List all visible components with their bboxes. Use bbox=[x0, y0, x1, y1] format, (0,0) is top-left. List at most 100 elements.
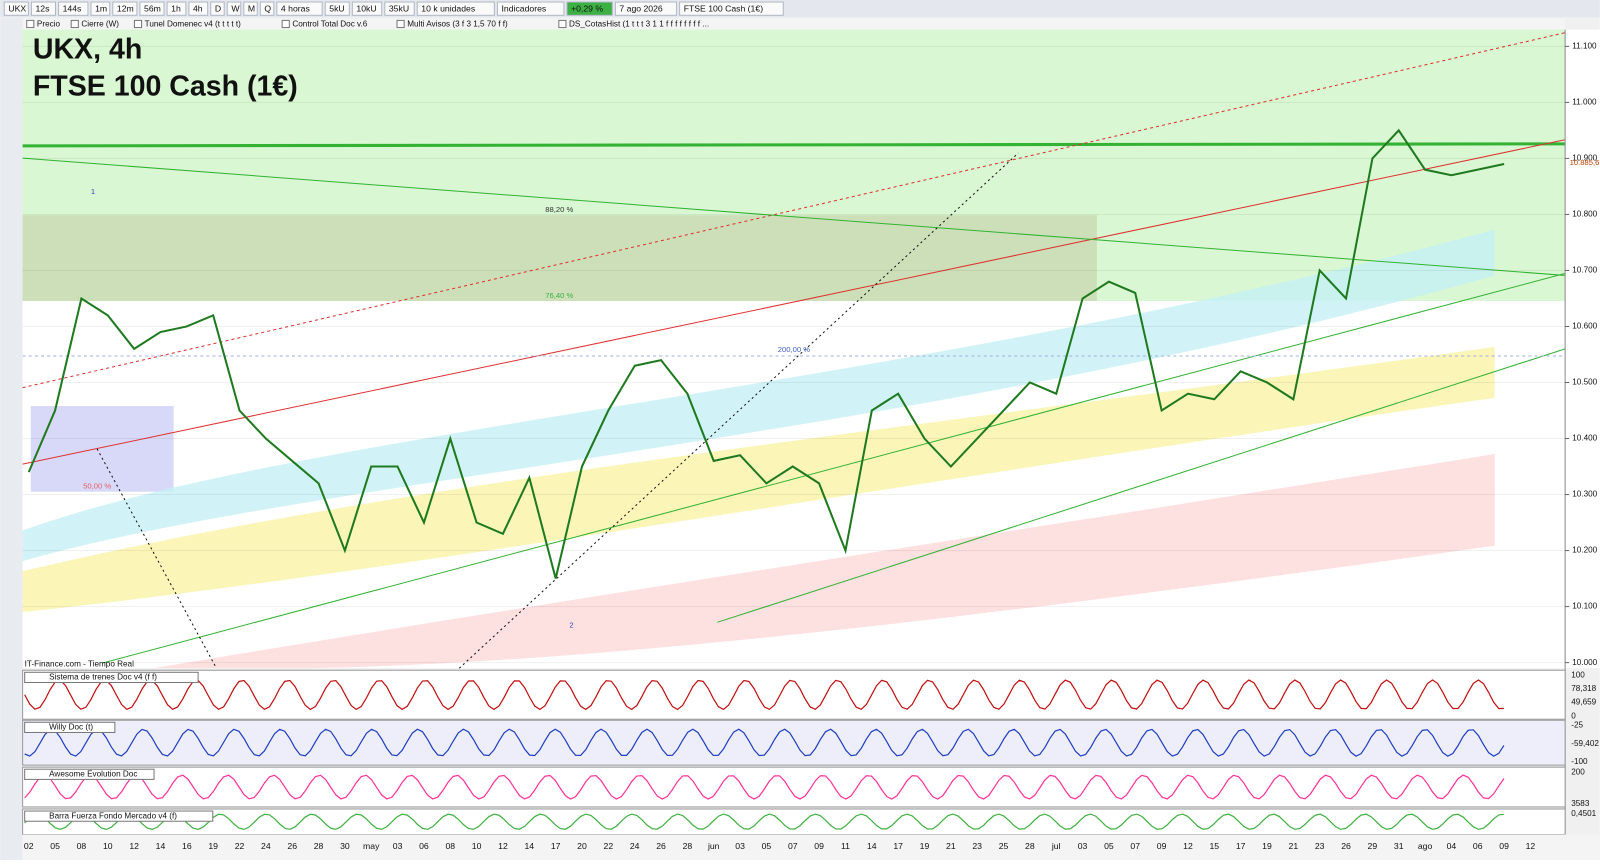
indicator-label[interactable]: Precio bbox=[37, 20, 61, 29]
indicator-toggle[interactable] bbox=[281, 19, 290, 29]
toolbar-button[interactable] bbox=[210, 1, 225, 16]
x-tick-label: ago bbox=[1418, 841, 1433, 851]
indicator-toggle[interactable] bbox=[396, 19, 405, 29]
toolbar-label[interactable]: 12s bbox=[35, 3, 50, 13]
panel-title: Barra Fuerza Fondo Mercado v4 (f) bbox=[49, 811, 177, 820]
toolbar-button[interactable] bbox=[614, 1, 678, 16]
toolbar-label[interactable]: 56m bbox=[144, 3, 161, 13]
toolbar-button[interactable] bbox=[166, 1, 187, 16]
x-tick-label: 21 bbox=[1289, 841, 1299, 851]
y-tick-label: 10.000 bbox=[1572, 658, 1597, 667]
indicator-label[interactable]: DS_CotasHist (1 t t t 3 1 1 f f f f f f … bbox=[569, 20, 709, 29]
annotation: 76,40 % bbox=[545, 291, 573, 300]
toolbar-label[interactable]: 1h bbox=[171, 3, 181, 13]
x-tick-label: 12 bbox=[1526, 841, 1536, 851]
toolbar-button[interactable] bbox=[679, 1, 784, 16]
toolbar-button[interactable] bbox=[188, 1, 209, 16]
toolbar-button[interactable] bbox=[3, 1, 29, 16]
toolbar-button[interactable] bbox=[384, 1, 415, 16]
toolbar-label[interactable]: 4 horas bbox=[281, 3, 311, 13]
x-tick-label: 11 bbox=[841, 841, 850, 851]
toolbar-label[interactable]: FTSE 100 Cash (1€) bbox=[684, 3, 763, 13]
toolbar-label[interactable]: Indicadores bbox=[501, 3, 546, 13]
toolbar-button[interactable] bbox=[566, 1, 613, 16]
x-tick-label: 12 bbox=[498, 841, 508, 851]
panel-title: Willy Doc (t) bbox=[49, 723, 93, 732]
indicator-toggle[interactable] bbox=[70, 19, 79, 29]
toolbar-label[interactable]: M bbox=[248, 3, 255, 13]
x-tick-label: 30 bbox=[340, 841, 350, 851]
toolbar-button[interactable] bbox=[226, 1, 242, 16]
toolbar-label[interactable]: 35kU bbox=[389, 3, 409, 13]
toolbar-label[interactable]: 4h bbox=[193, 3, 203, 13]
panel-title-bg bbox=[24, 671, 199, 684]
toolbar-label[interactable]: D bbox=[215, 3, 221, 13]
panel-axis-label: 200 bbox=[1571, 767, 1585, 776]
sub-panels: Sistema de trenes Doc v4 (f f) 100 78,318 4… bbox=[22, 669, 1599, 836]
indicator-label[interactable]: Cierre (W) bbox=[81, 20, 119, 29]
toolbar-label[interactable]: 7 ago 2026 bbox=[619, 3, 663, 13]
toolbar-button[interactable] bbox=[416, 1, 495, 16]
trend-line-green bbox=[22, 157, 1566, 276]
projection-arrow bbox=[458, 152, 1019, 669]
indicator-label[interactable]: Tunel Domenec v4 (t t t t t) bbox=[145, 20, 242, 29]
panel-bg bbox=[22, 719, 1566, 766]
toolbar-label[interactable]: 10 k unidades bbox=[421, 3, 476, 13]
toolbar-button[interactable] bbox=[496, 1, 565, 16]
toolbar-label[interactable]: W bbox=[231, 3, 240, 13]
toolbar-button[interactable] bbox=[30, 1, 56, 16]
toolbar-button[interactable] bbox=[90, 1, 111, 16]
chart-title: UKX, 4h bbox=[33, 34, 142, 66]
side-toolbar bbox=[0, 18, 23, 861]
toolbar-button[interactable] bbox=[276, 1, 323, 16]
toolbar-label[interactable]: 10kU bbox=[356, 3, 376, 13]
panel-axis-label: -59,402 bbox=[1571, 739, 1599, 748]
toolbar-button[interactable] bbox=[139, 1, 165, 16]
y-tick-label: 10.800 bbox=[1572, 210, 1597, 219]
toolbar-label[interactable]: UKX bbox=[8, 3, 26, 13]
toolbar-button[interactable] bbox=[112, 1, 138, 16]
toolbar-label[interactable]: 1m bbox=[95, 3, 107, 13]
x-tick-label: 22 bbox=[604, 841, 614, 851]
panel-axis-label: -25 bbox=[1571, 720, 1583, 729]
trend-line-dashed bbox=[22, 32, 1566, 389]
annotation: 50,00 % bbox=[83, 482, 111, 491]
toolbar-button[interactable] bbox=[58, 1, 89, 16]
x-tick-label: 17 bbox=[893, 841, 903, 851]
indicator-toggle[interactable] bbox=[558, 19, 567, 29]
x-tick-label: 25 bbox=[999, 841, 1009, 851]
toolbar-button[interactable] bbox=[243, 1, 258, 16]
level-line bbox=[22, 142, 1566, 148]
x-tick-label: 19 bbox=[208, 841, 218, 851]
toolbar-label[interactable]: +0,29 % bbox=[571, 3, 603, 13]
panel-title-bg bbox=[24, 768, 155, 780]
x-tick-label: 15 bbox=[1209, 841, 1219, 851]
x-tick-label: 07 bbox=[788, 841, 798, 851]
toolbar-button[interactable] bbox=[351, 1, 383, 16]
x-tick-label: 28 bbox=[1025, 841, 1035, 851]
x-tick-label: 05 bbox=[50, 841, 60, 851]
toolbar-button[interactable] bbox=[259, 1, 275, 16]
panel-bg bbox=[22, 766, 1566, 808]
x-tick-label: 03 bbox=[393, 841, 403, 851]
chart-subtitle: FTSE 100 Cash (1€) bbox=[33, 70, 298, 102]
band-yellow bbox=[22, 346, 1495, 613]
annotation: 200,00 % bbox=[778, 345, 810, 354]
price-line bbox=[27, 128, 1505, 579]
indicator-label[interactable]: Control Total Doc v.6 bbox=[292, 20, 367, 29]
toolbar-label[interactable]: 144s bbox=[63, 3, 82, 13]
fib-zone bbox=[22, 215, 1097, 301]
indicator-toggle[interactable] bbox=[26, 19, 35, 29]
y-tick-label: 11.100 bbox=[1572, 42, 1597, 51]
x-tick-label: 23 bbox=[1315, 841, 1325, 851]
x-tick-label: 09 bbox=[814, 841, 824, 851]
x-tick-label: 26 bbox=[656, 841, 666, 851]
indicator-toggle[interactable] bbox=[133, 19, 143, 29]
panel-axis-label: 0,4501 bbox=[1571, 809, 1596, 818]
toolbar-button[interactable] bbox=[324, 1, 350, 16]
indicator-label[interactable]: Multi Avisos (3 f 3 1,5 70 f f) bbox=[407, 20, 508, 29]
toolbar-label[interactable]: Q bbox=[264, 3, 271, 13]
toolbar-label[interactable]: 12m bbox=[117, 3, 134, 13]
toolbar-label[interactable]: 5kU bbox=[329, 3, 344, 13]
x-tick-label: 31 bbox=[1394, 841, 1404, 851]
